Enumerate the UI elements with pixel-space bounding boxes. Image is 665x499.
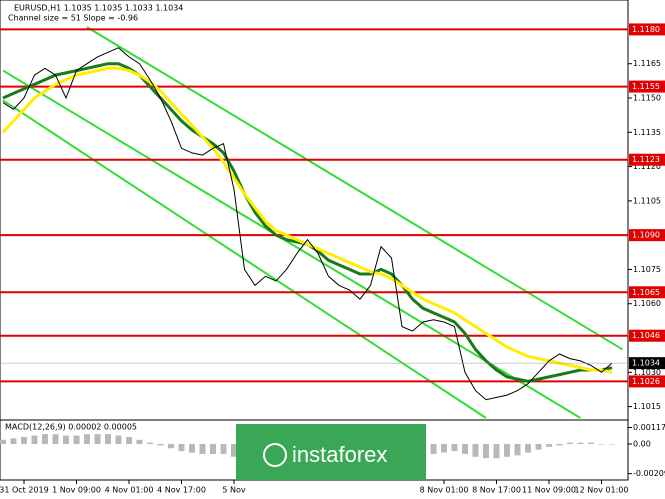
macd-tick-label: 0.00117 (633, 423, 665, 432)
level-label: 1.1155 (632, 82, 660, 91)
level-tag (629, 229, 665, 242)
macd-bar (598, 444, 605, 445)
level-label: 1.1065 (632, 288, 660, 297)
level-label: 1.1180 (632, 25, 660, 34)
last-price-tag (629, 357, 665, 370)
y-tick-label: 1.1060 (633, 299, 661, 308)
channel-info: Channel size = 51 Slope = -0.96 (8, 14, 138, 23)
macd-bar (430, 444, 437, 454)
macd-bar (210, 444, 216, 454)
level-tag (629, 286, 665, 299)
macd-bar (220, 444, 227, 454)
macd-bar (10, 438, 17, 445)
macd-bar (451, 444, 458, 452)
x-tick-label: 5 Nov (222, 486, 246, 495)
x-tick-label: 4 Nov 17:00 (157, 486, 206, 495)
macd-bar (136, 439, 143, 445)
x-tick-label: 4 Nov 01:00 (105, 486, 154, 495)
macd-bar (483, 444, 489, 459)
level-label: 1.1123 (632, 155, 660, 164)
level-label: 1.1026 (632, 377, 660, 386)
x-tick-label: 8 Nov 01:00 (420, 486, 469, 495)
y-tick-label: 1.1150 (633, 94, 661, 103)
macd-bar (546, 444, 552, 447)
level-label: 1.1046 (632, 331, 660, 340)
last-price-label: 1.1034 (632, 359, 660, 368)
macd-bar (567, 442, 573, 445)
macd-bar (504, 444, 510, 457)
macd-bar (231, 444, 237, 457)
level-tag (629, 23, 665, 36)
watermark: instaforex (236, 424, 426, 480)
macd-bar (115, 435, 122, 445)
macd-bar (84, 434, 90, 445)
macd-bar (577, 442, 584, 445)
channel-line (86, 26, 624, 351)
macd-tick-label: -0.00209 (633, 469, 665, 478)
y-tick-label: 1.1075 (633, 265, 661, 274)
x-tick-label: 1 Nov 09:00 (52, 486, 101, 495)
macd-title: MACD(12,26,9) 0.00002 0.00005 (5, 423, 137, 432)
channel-line (2, 99, 487, 419)
macd-bar (42, 434, 48, 445)
y-tick-label: 1.1135 (633, 128, 661, 137)
watermark-text: instaforex (292, 442, 387, 467)
macd-bar (147, 442, 153, 445)
macd-bar (556, 444, 563, 446)
macd-bar (588, 442, 594, 445)
level-tag (629, 80, 665, 93)
macd-tick-label: 0.00 (633, 440, 651, 449)
macd-bar (21, 436, 27, 445)
x-tick-label: 11 Nov 09:00 (522, 486, 576, 495)
series-line (1, 66, 613, 374)
macd-bar (126, 436, 132, 445)
macd-bar (73, 435, 80, 445)
macd-bar (105, 434, 111, 445)
watermark-logo (263, 443, 287, 467)
y-tick-label: 1.1030 (633, 368, 661, 377)
y-tick-label: 1.1120 (633, 162, 661, 171)
macd-bar (178, 444, 185, 452)
level-tag (629, 153, 665, 166)
macd-bar (157, 444, 164, 446)
x-tick-label: 12 Nov 01:00 (575, 486, 629, 495)
y-tick-label: 1.1015 (633, 402, 661, 411)
macd-bar (514, 444, 521, 456)
macd-bar (189, 444, 195, 453)
series-line (2, 47, 613, 401)
macd-bar (52, 434, 59, 445)
macd-bar (31, 435, 38, 445)
macd-bar (493, 444, 500, 459)
macd-bar (63, 435, 69, 445)
chart-title: EURUSD,H1 1.1035 1.1035 1.1033 1.1034 (14, 4, 183, 13)
macd-bar (441, 444, 447, 453)
x-tick-label: 31 Oct 2019 (0, 486, 49, 495)
macd-bar (535, 444, 542, 450)
macd-bar (472, 444, 479, 457)
macd-bar (609, 444, 615, 445)
macd-bar (94, 434, 101, 445)
x-tick-label: 8 Nov 17:00 (472, 486, 521, 495)
macd-bar (168, 444, 174, 449)
watermark-bg (236, 424, 426, 480)
macd-bar (199, 444, 206, 454)
level-tag (629, 375, 665, 388)
level-tag (629, 329, 665, 342)
plot-frame (0, 0, 629, 481)
macd-bar (0, 439, 6, 445)
macd-bar (462, 444, 468, 454)
y-tick-label: 1.1165 (633, 59, 661, 68)
y-tick-label: 1.1105 (633, 196, 661, 205)
macd-bar (525, 444, 531, 453)
level-label: 1.1090 (632, 231, 660, 240)
